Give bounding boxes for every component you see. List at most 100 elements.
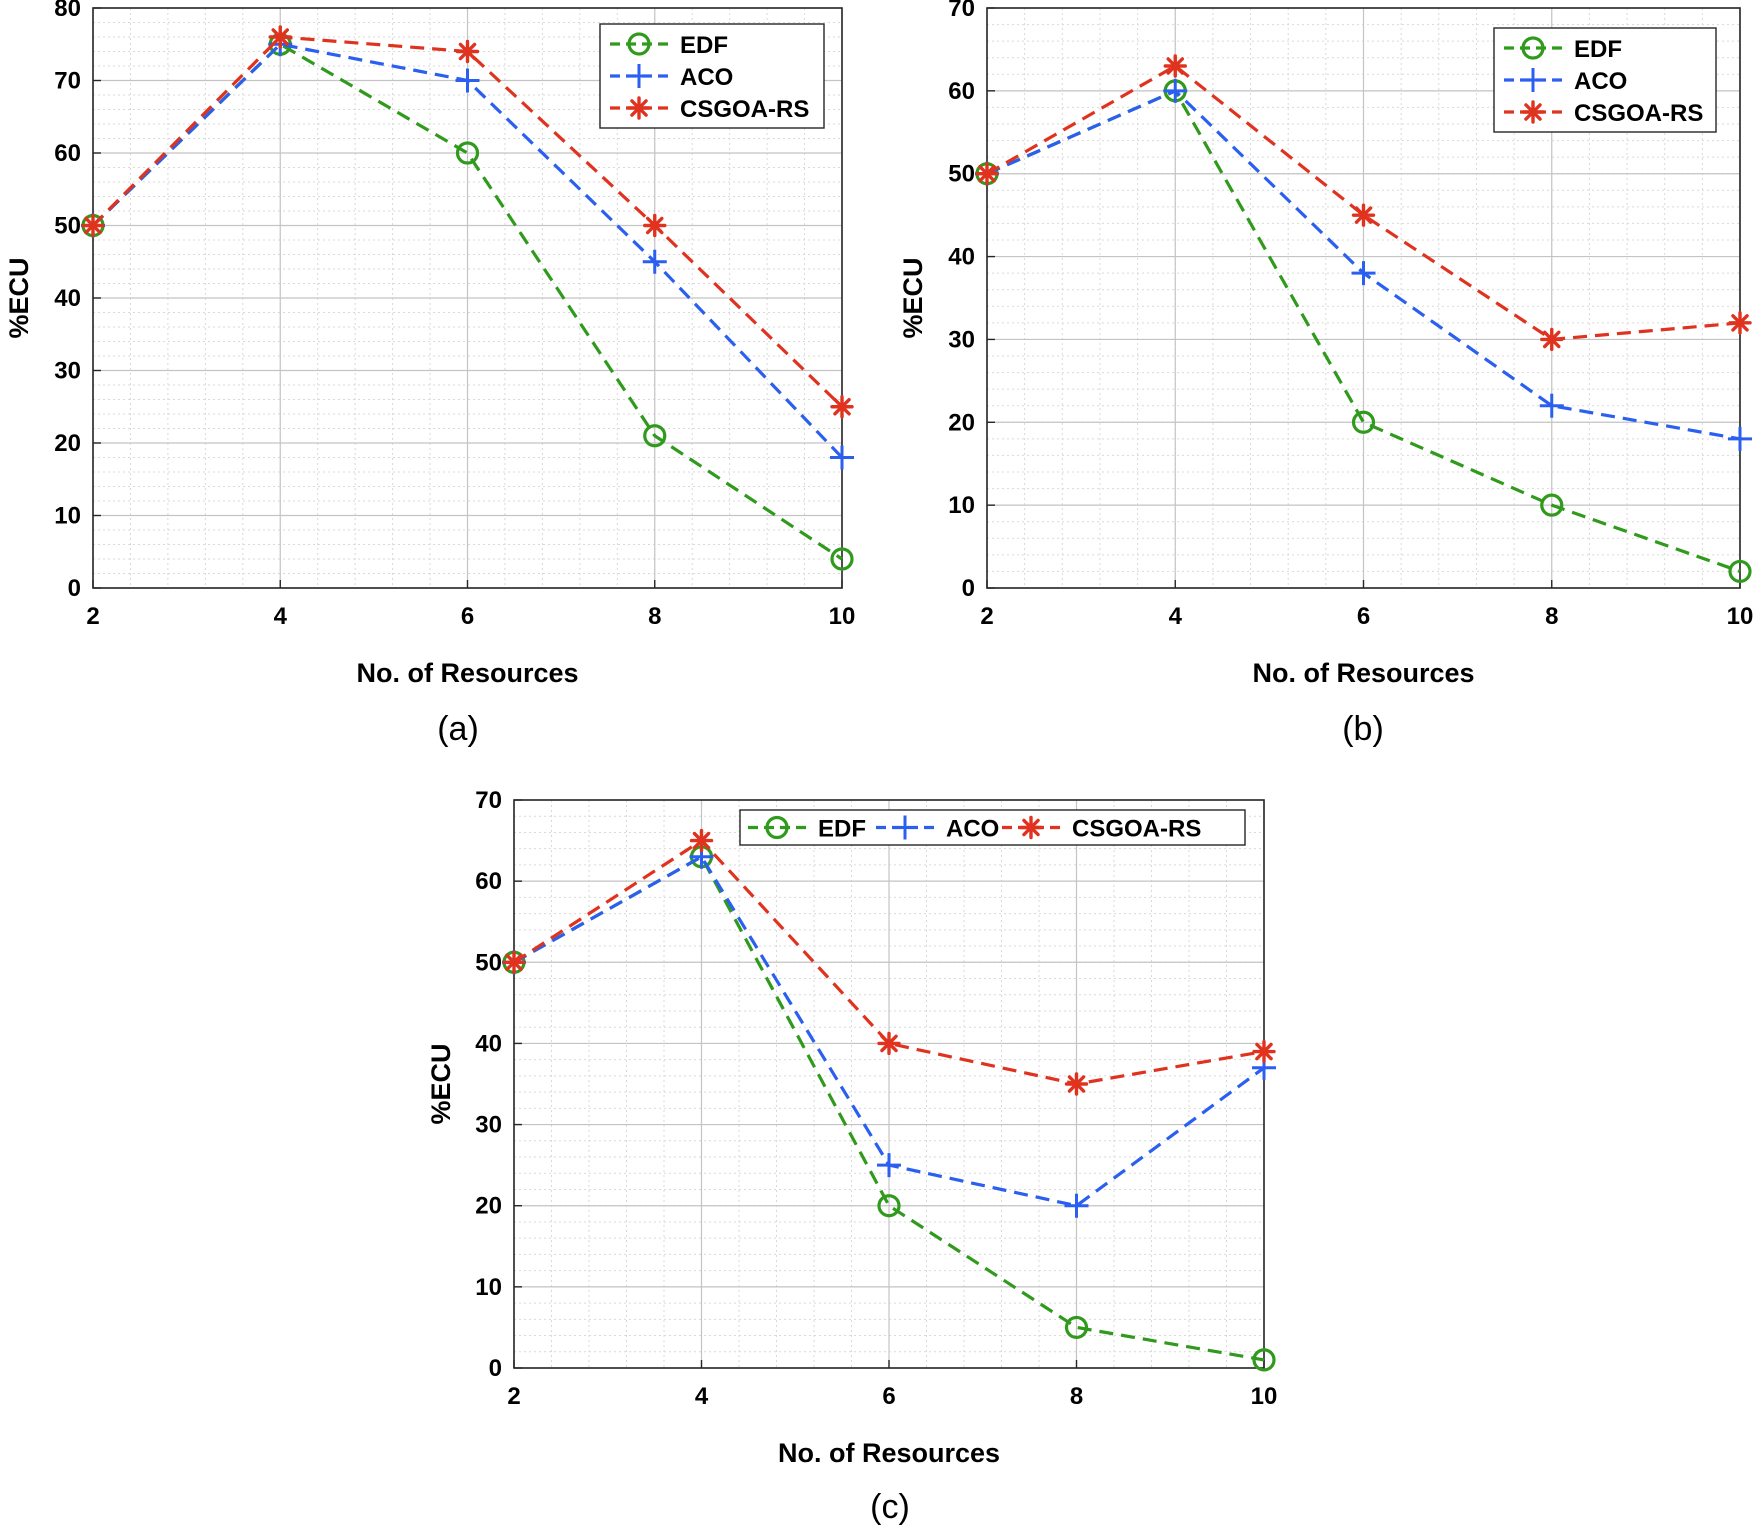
point-aco-marker — [455, 68, 480, 93]
y-tick-label: 50 — [54, 213, 81, 240]
y-tick-label: 0 — [68, 575, 81, 602]
y-tick-label: 30 — [54, 358, 81, 385]
x-tick-label: 10 — [1251, 1383, 1278, 1410]
x-axis-label: No. of Resources — [778, 1438, 1000, 1468]
point-aco-marker — [1064, 1193, 1089, 1218]
point-aco-marker — [830, 445, 854, 470]
point-csgoa-rs-marker — [502, 950, 526, 974]
y-tick-label: 20 — [54, 430, 81, 457]
y-tick-label: 10 — [948, 492, 975, 519]
y-tick-label: 50 — [948, 161, 975, 188]
y-tick-label: 60 — [948, 78, 975, 105]
point-csgoa-rs-marker — [877, 1031, 901, 1056]
legend-box — [739, 809, 1246, 846]
series-csgoa-rs — [502, 828, 1276, 1096]
point-edf-marker — [1351, 410, 1376, 434]
legend-label-csgoa-rs: CSGOA-RS — [1072, 816, 1201, 843]
legend-label-aco: ACO — [680, 64, 733, 91]
legend-csgoa-rs-marker — [627, 96, 651, 120]
y-axis-label: %ECU — [426, 1043, 456, 1124]
point-csgoa-rs-marker — [1728, 311, 1752, 335]
y-axis-label: %ECU — [898, 257, 928, 338]
legend-edf-marker — [1521, 36, 1545, 60]
legend-aco-marker — [627, 64, 651, 88]
point-csgoa-rs-marker — [1064, 1072, 1089, 1096]
x-tick-label: 4 — [1169, 603, 1183, 630]
panel-caption: (a) — [437, 710, 479, 748]
x-tick-label: 6 — [1357, 603, 1370, 630]
point-csgoa-rs-marker — [643, 213, 667, 238]
x-tick-label: 2 — [980, 603, 993, 630]
legend: EDF ACO CSGOA-RS — [1493, 27, 1717, 133]
x-axis-label: No. of Resources — [356, 658, 578, 688]
legend-label-csgoa-rs: CSGOA-RS — [1574, 100, 1703, 127]
major-grid — [513, 799, 1265, 1369]
legend-aco-marker — [893, 815, 917, 840]
point-csgoa-rs-marker — [455, 39, 480, 64]
legend: EDF ACO CSGOA-RS — [599, 23, 825, 129]
y-tick-label: 40 — [54, 285, 81, 312]
point-edf-marker — [877, 1194, 901, 1218]
x-tick-label: 8 — [1545, 603, 1558, 630]
series-line-csgoa-rs — [513, 838, 1265, 1086]
y-tick-label: 70 — [475, 787, 502, 814]
point-aco-marker — [1728, 426, 1752, 451]
point-csgoa-rs-marker — [1163, 54, 1187, 78]
y-tick-label: 60 — [54, 140, 81, 167]
legend-edf-marker — [627, 32, 651, 56]
point-csgoa-rs-marker — [1540, 327, 1564, 352]
point-csgoa-rs-marker — [81, 213, 105, 238]
x-tick-label: 6 — [882, 1383, 895, 1410]
legend-label-csgoa-rs: CSGOA-RS — [680, 96, 809, 123]
series-line-edf — [91, 42, 843, 561]
y-tick-label: 40 — [948, 244, 975, 271]
point-csgoa-rs-marker — [1252, 1039, 1276, 1064]
point-edf-marker — [1252, 1348, 1276, 1372]
x-tick-label: 2 — [86, 603, 99, 630]
series-csgoa-rs — [81, 25, 854, 419]
point-aco-marker — [1351, 261, 1376, 286]
y-tick-label: 20 — [948, 409, 975, 436]
y-tick-label: 70 — [948, 0, 975, 22]
legend-aco-marker — [1521, 68, 1545, 92]
x-tick-label: 10 — [829, 603, 856, 630]
legend-label-edf: EDF — [680, 32, 728, 59]
legend-edf-marker — [765, 815, 789, 840]
point-edf-marker — [643, 424, 667, 448]
point-edf-marker — [455, 141, 480, 165]
point-csgoa-rs-marker — [830, 395, 854, 419]
point-csgoa-rs-marker — [268, 25, 292, 49]
point-aco-marker — [1539, 393, 1564, 418]
point-csgoa-rs-marker — [1351, 203, 1376, 227]
series-line-csgoa-rs — [986, 64, 1741, 341]
y-tick-label: 70 — [54, 68, 81, 95]
x-tick-label: 2 — [507, 1383, 520, 1410]
point-aco-marker — [642, 249, 667, 274]
y-tick-label: 30 — [948, 326, 975, 353]
y-axis-label: %ECU — [4, 257, 34, 338]
point-edf-marker — [830, 547, 854, 571]
x-tick-label: 8 — [648, 603, 661, 630]
y-tick-label: 60 — [475, 868, 502, 895]
point-edf-marker — [1540, 493, 1564, 517]
legend-csgoa-rs-marker — [1019, 815, 1043, 840]
x-axis-label: No. of Resources — [1252, 658, 1474, 688]
y-tick-label: 0 — [962, 575, 975, 602]
y-tick-label: 40 — [475, 1030, 502, 1057]
point-csgoa-rs-marker — [689, 828, 714, 853]
chart-panel-c: 2 4 6 8 10 0 10 20 30 40 50 60 70 No. of Resources %EC… — [426, 787, 1277, 1526]
legend: EDF ACO CSGOA-RS — [739, 809, 1246, 846]
y-tick-label: 80 — [54, 0, 81, 22]
y-tick-label: 10 — [475, 1274, 502, 1301]
legend-csgoa-rs-marker — [1521, 100, 1545, 124]
legend-label-edf: EDF — [1574, 36, 1622, 63]
series-csgoa-rs — [975, 54, 1752, 352]
x-tick-label: 10 — [1727, 603, 1754, 630]
y-tick-label: 20 — [475, 1193, 502, 1220]
x-tick-label: 4 — [274, 603, 288, 630]
point-csgoa-rs-marker — [975, 162, 999, 186]
point-aco-marker — [877, 1153, 901, 1178]
legend-label-aco: ACO — [946, 816, 999, 843]
chart-panel-b: 2 4 6 8 10 0 10 20 30 40 50 60 70 No. of Resources %EC… — [898, 0, 1753, 748]
